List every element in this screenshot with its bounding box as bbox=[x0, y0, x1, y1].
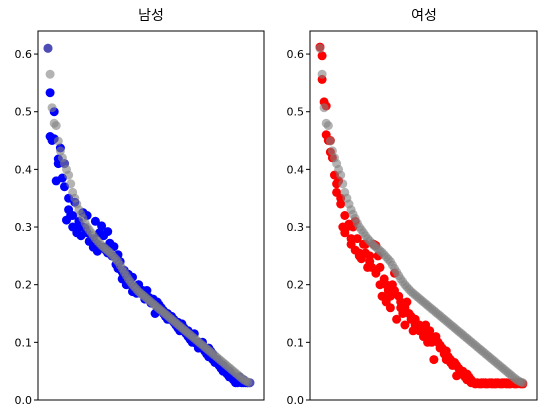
scatter-point-male-grey bbox=[45, 69, 55, 79]
y-tick-label-female: 0.6 bbox=[287, 48, 305, 61]
scatter-point-male-color bbox=[68, 211, 78, 220]
scatter-point-male-color bbox=[45, 88, 55, 98]
scatter-point-female-grey bbox=[327, 146, 337, 156]
scatter-point-female-grey bbox=[319, 103, 329, 113]
scatter-point-female-grey bbox=[317, 69, 327, 79]
y-axis-female: 0.0 0.1 0.2 0.3 0.4 0.5 0.6 bbox=[287, 48, 310, 407]
y-tick-label-male: 0.5 bbox=[15, 106, 33, 119]
panel-female: 여성 0.0 0.1 0.2 0.3 0.4 0.5 0.6 bbox=[287, 8, 538, 407]
y-tick-label-male: 0.1 bbox=[15, 336, 33, 349]
scatter-point-female-grey bbox=[325, 136, 335, 146]
panel-male: 남성 0.0 0.1 0.2 0.3 0.4 0.5 0.6 bbox=[15, 8, 265, 407]
scatter-point-female-color bbox=[392, 314, 402, 324]
scatter-point-female-color bbox=[402, 297, 412, 307]
y-tick-label-male: 0.0 bbox=[15, 394, 33, 407]
scatter-point-female-grey bbox=[336, 170, 346, 180]
scatter-point-female-grey bbox=[518, 378, 528, 388]
plot-area-female bbox=[315, 42, 528, 389]
y-tick-label-female: 0.1 bbox=[287, 336, 305, 349]
plot-area-male bbox=[43, 43, 255, 388]
axes-frame-female bbox=[309, 30, 538, 401]
scatter-point-male-grey bbox=[55, 146, 65, 156]
y-tick-label-female: 0.0 bbox=[287, 394, 305, 407]
scatter-point-female-color bbox=[385, 303, 395, 313]
y-tick-label-female: 0.3 bbox=[287, 221, 305, 234]
y-tick-label-male: 0.6 bbox=[15, 48, 33, 61]
scatter-point-male-grey bbox=[47, 103, 57, 113]
scatter-point-male-grey bbox=[64, 170, 74, 180]
panel-title-male: 남성 bbox=[138, 8, 164, 24]
scatter-point-female-grey bbox=[338, 179, 348, 189]
scatter-point-female-color bbox=[336, 199, 346, 209]
y-tick-label-male: 0.3 bbox=[15, 221, 33, 234]
scatter-point-male-grey bbox=[53, 136, 63, 146]
scatter-point-male-grey bbox=[66, 179, 76, 189]
y-axis-male: 0.0 0.1 0.2 0.3 0.4 0.5 0.6 bbox=[15, 48, 38, 407]
y-tick-label-male: 0.2 bbox=[15, 279, 33, 292]
scatter-point-female-grey bbox=[315, 43, 325, 53]
scatter-point-female-color bbox=[340, 211, 350, 220]
scatter-point-male-grey bbox=[245, 378, 255, 388]
y-tick-label-female: 0.2 bbox=[287, 279, 305, 292]
scatter-point-female-color bbox=[400, 320, 410, 330]
axes-frame-male bbox=[37, 30, 265, 401]
scatter-point-female-color bbox=[317, 51, 327, 61]
scatter-point-female-color bbox=[429, 355, 439, 365]
scatter-point-female-color bbox=[352, 234, 362, 244]
scatter-point-male-color bbox=[97, 221, 107, 231]
y-tick-label-female: 0.4 bbox=[287, 163, 305, 176]
panel-title-female: 여성 bbox=[411, 8, 437, 24]
scatter-point-male-color bbox=[90, 216, 100, 226]
scatter-point-male-grey bbox=[51, 121, 61, 131]
scatter-point-male-color bbox=[103, 227, 113, 237]
y-tick-label-female: 0.5 bbox=[287, 106, 305, 119]
scatter-point-female-grey bbox=[323, 121, 333, 131]
scatter-point-male-grey bbox=[43, 43, 53, 53]
y-tick-label-male: 0.4 bbox=[15, 163, 33, 176]
scatter-point-female-color bbox=[375, 262, 385, 272]
